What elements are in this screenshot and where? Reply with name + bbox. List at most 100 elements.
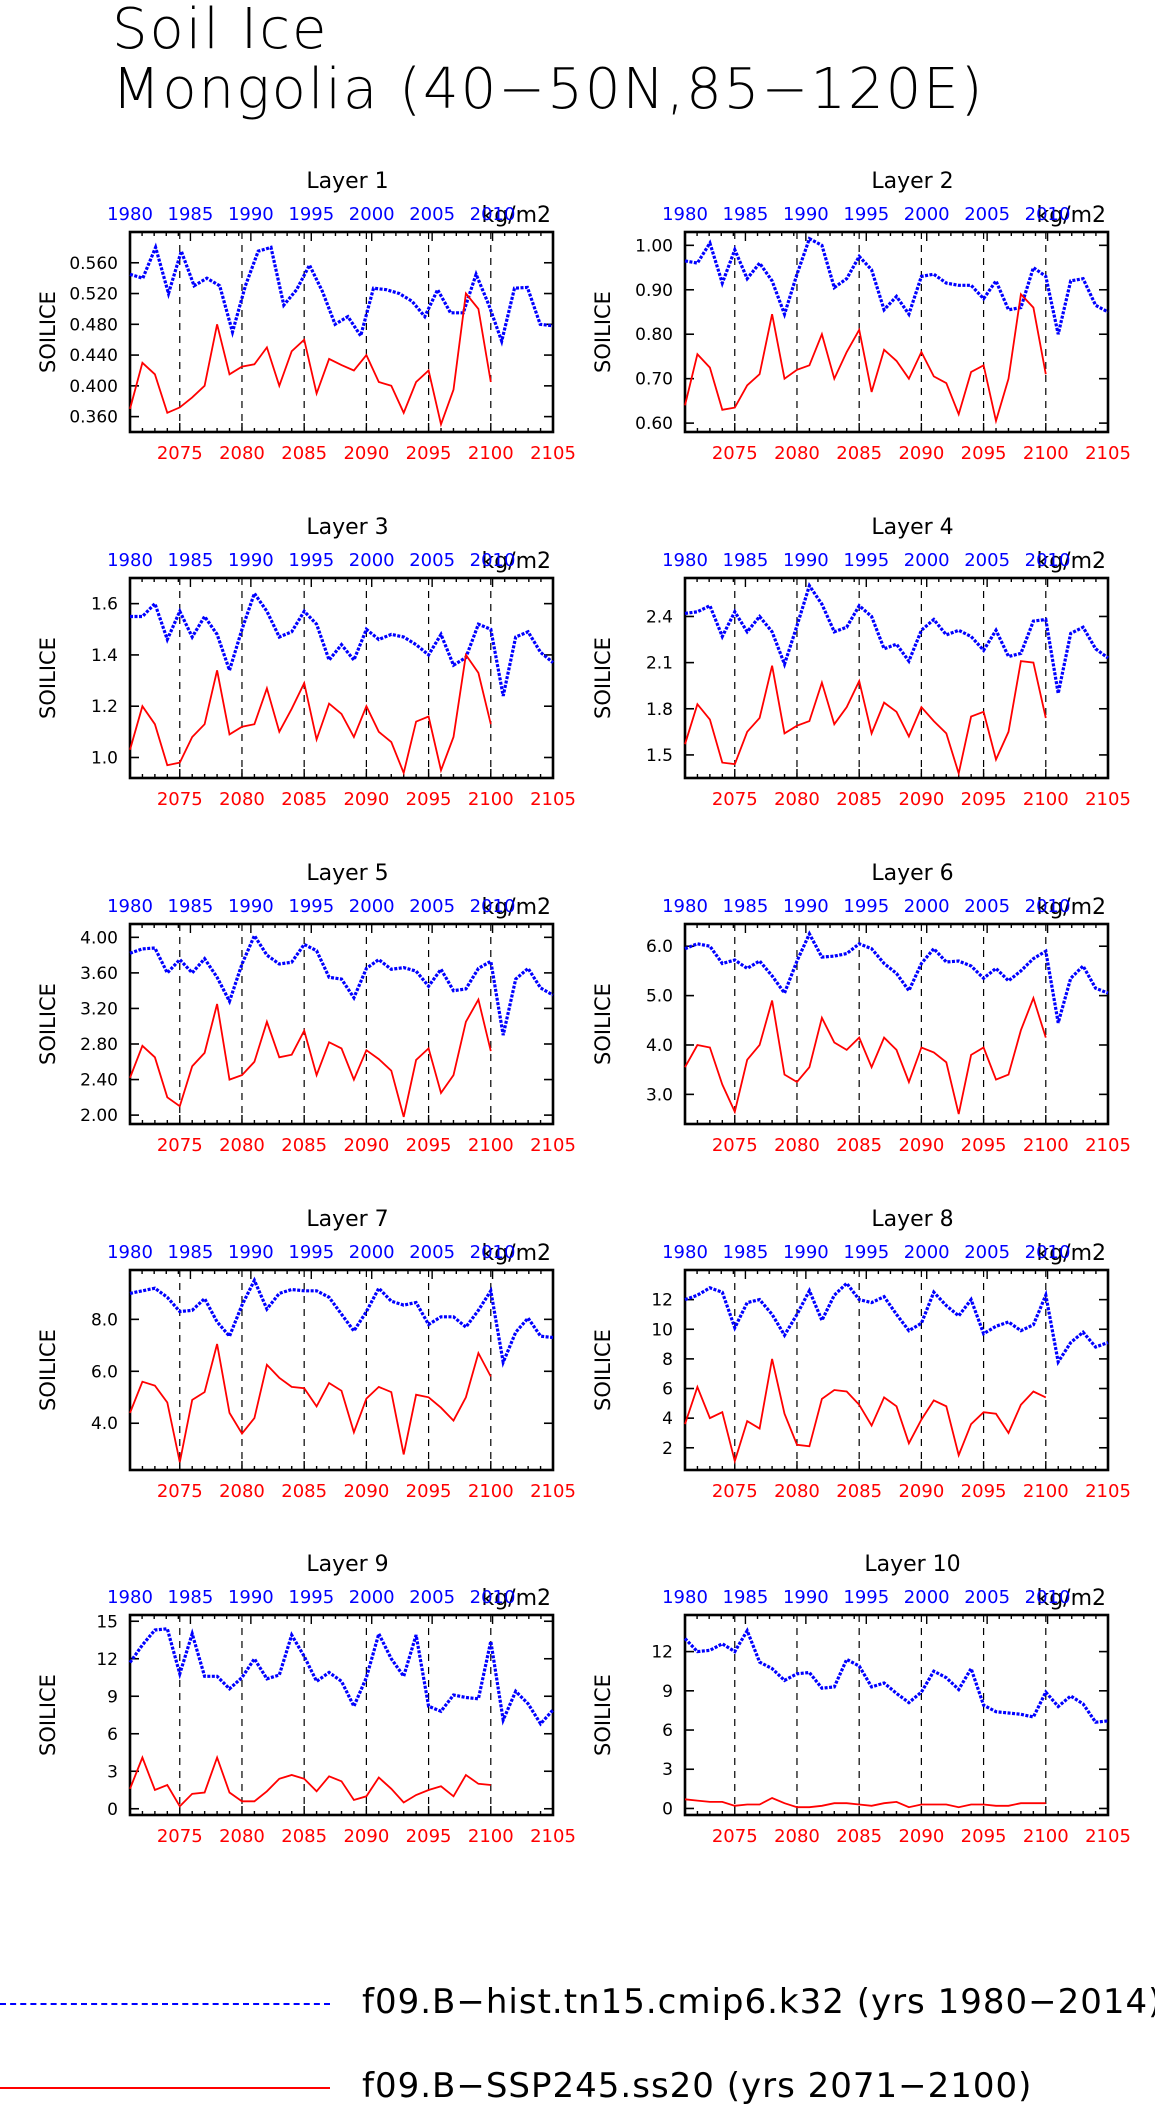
x-bottom-tick-label: 2105 xyxy=(1085,1826,1131,1847)
page-title-line2: Mongolia (40−50N,85−120E) xyxy=(112,57,985,122)
x-top-tick-label: 1985 xyxy=(168,1242,214,1263)
x-bottom-tick-label: 2080 xyxy=(774,443,820,464)
x-bottom-tick-label: 2095 xyxy=(406,789,452,810)
x-top-tick-label: 1995 xyxy=(843,204,889,225)
x-top-tick-label: 1995 xyxy=(843,896,889,917)
panel-layer-10: Layer 10 kg/m2 SOILICE 0 3 6 9 12 2075 2080 2085 20… xyxy=(591,1552,1131,1847)
y-tick-label: 12 xyxy=(96,1650,118,1670)
x-top-tick-label: 2005 xyxy=(964,1242,1010,1263)
plot-frame xyxy=(128,1268,555,1472)
x-top-tick-label: 1990 xyxy=(783,1587,829,1608)
y-tick-label: 2.40 xyxy=(80,1071,118,1091)
x-bottom-tick-label: 2085 xyxy=(836,443,882,464)
x-bottom-tick-label: 2095 xyxy=(961,1481,1007,1502)
y-tick-label: 4 xyxy=(662,1409,673,1429)
series-hist-line xyxy=(129,242,554,347)
y-axis-label: SOILICE xyxy=(36,637,60,719)
x-top-tick-label: 2010 xyxy=(470,204,516,225)
y-tick-label: 1.2 xyxy=(91,697,118,717)
x-top-tick-label: 2000 xyxy=(349,1242,395,1263)
panel-title: Layer 2 xyxy=(871,169,953,194)
legend-hist-line xyxy=(0,2003,330,2005)
units-label: kg/m2 xyxy=(1036,895,1106,920)
y-tick-label: 2.4 xyxy=(646,607,673,627)
x-bottom-tick-label: 2100 xyxy=(1023,1826,1069,1847)
x-top-tick-label: 1990 xyxy=(228,1242,274,1263)
panel-title: Layer 1 xyxy=(306,169,388,194)
x-top-tick-label: 1980 xyxy=(662,1587,708,1608)
y-tick-label: 3 xyxy=(662,1760,673,1780)
x-bottom-tick-label: 2095 xyxy=(961,1826,1007,1847)
plot-frame xyxy=(683,922,1110,1126)
y-tick-label: 8.0 xyxy=(91,1310,118,1330)
series-ssp-line xyxy=(684,660,1047,777)
x-bottom-tick-label: 2100 xyxy=(468,1481,514,1502)
x-top-tick-label: 1990 xyxy=(228,896,274,917)
series-hist-line xyxy=(130,589,555,697)
x-bottom-tick-label: 2105 xyxy=(1085,789,1131,810)
x-bottom-tick-label: 2080 xyxy=(219,789,265,810)
x-bottom-tick-label: 2085 xyxy=(281,1135,327,1156)
x-top-tick-label: 2000 xyxy=(349,550,395,571)
units-label: kg/m2 xyxy=(481,203,551,228)
x-bottom-tick-label: 2100 xyxy=(1023,789,1069,810)
x-bottom-tick-label: 2085 xyxy=(281,1481,327,1502)
x-bottom-tick-label: 2080 xyxy=(219,1826,265,1847)
plot-frame xyxy=(683,1613,1110,1817)
x-top-tick-label: 2000 xyxy=(904,204,950,225)
y-tick-label: 8 xyxy=(662,1350,673,1370)
x-bottom-tick-label: 2095 xyxy=(406,1135,452,1156)
panel-title: Layer 8 xyxy=(871,1207,953,1232)
x-top-tick-label: 1990 xyxy=(228,204,274,225)
y-tick-label: 2.80 xyxy=(80,1035,118,1055)
x-bottom-tick-label: 2075 xyxy=(712,1135,758,1156)
series-ssp-line xyxy=(129,1343,492,1463)
x-bottom-tick-label: 2090 xyxy=(898,789,944,810)
y-tick-label: 5.0 xyxy=(646,987,673,1007)
x-top-tick-label: 1985 xyxy=(723,204,769,225)
y-tick-label: 6 xyxy=(662,1721,673,1741)
y-tick-label: 15 xyxy=(96,1612,118,1632)
x-bottom-tick-label: 2090 xyxy=(898,1826,944,1847)
x-bottom-tick-label: 2090 xyxy=(343,443,389,464)
x-top-tick-label: 1985 xyxy=(168,896,214,917)
y-tick-label: 4.00 xyxy=(80,928,118,948)
x-bottom-tick-label: 2080 xyxy=(774,1481,820,1502)
x-top-tick-label: 1985 xyxy=(168,204,214,225)
x-bottom-tick-label: 2075 xyxy=(157,1481,203,1502)
series-ssp-line xyxy=(684,292,1047,425)
x-bottom-tick-label: 2090 xyxy=(898,443,944,464)
panel-layer-6: Layer 6 kg/m2 SOILICE 3.0 4.0 5.0 6.0 2075 2080 2… xyxy=(591,861,1131,1156)
units-label: kg/m2 xyxy=(481,1586,551,1611)
y-tick-label: 3 xyxy=(107,1762,118,1782)
y-tick-label: 1.5 xyxy=(646,746,673,766)
x-bottom-tick-label: 2075 xyxy=(157,789,203,810)
x-bottom-tick-label: 2085 xyxy=(836,1135,882,1156)
x-bottom-tick-label: 2100 xyxy=(468,443,514,464)
x-top-tick-label: 1990 xyxy=(228,1587,274,1608)
x-top-tick-label: 1980 xyxy=(662,1242,708,1263)
x-top-tick-label: 1990 xyxy=(783,550,829,571)
y-tick-label: 1.0 xyxy=(91,748,118,768)
x-top-tick-label: 1985 xyxy=(723,550,769,571)
x-bottom-tick-label: 2095 xyxy=(961,443,1007,464)
y-tick-label: 4.0 xyxy=(91,1414,118,1434)
series-ssp-line xyxy=(129,997,492,1118)
y-tick-label: 0 xyxy=(107,1800,118,1820)
x-top-tick-label: 2010 xyxy=(1025,1587,1071,1608)
x-top-tick-label: 1985 xyxy=(168,1587,214,1608)
x-top-tick-label: 2005 xyxy=(409,204,455,225)
x-top-tick-label: 2010 xyxy=(1025,1242,1071,1263)
x-bottom-tick-label: 2095 xyxy=(406,1826,452,1847)
y-tick-label: 6.0 xyxy=(646,937,673,957)
x-top-tick-label: 1980 xyxy=(662,204,708,225)
panel-layer-1: Layer 1 kg/m2 SOILICE 0.360 0.400 0.440 0.480 0… xyxy=(36,169,576,464)
panel-layer-5: Layer 5 kg/m2 SOILICE 2.00 2.40 2.80 3.20 3.60 4… xyxy=(36,861,576,1156)
x-top-tick-label: 1980 xyxy=(107,1587,153,1608)
panel-layer-9: Layer 9 kg/m2 SOILICE 0 3 6 9 12 15 2075 2080 2085 2… xyxy=(36,1552,576,1847)
y-tick-label: 0.480 xyxy=(69,315,118,335)
series-ssp-line xyxy=(129,1754,491,1808)
x-bottom-tick-label: 2075 xyxy=(712,443,758,464)
x-bottom-tick-label: 2100 xyxy=(468,1135,514,1156)
x-top-tick-label: 2000 xyxy=(904,550,950,571)
